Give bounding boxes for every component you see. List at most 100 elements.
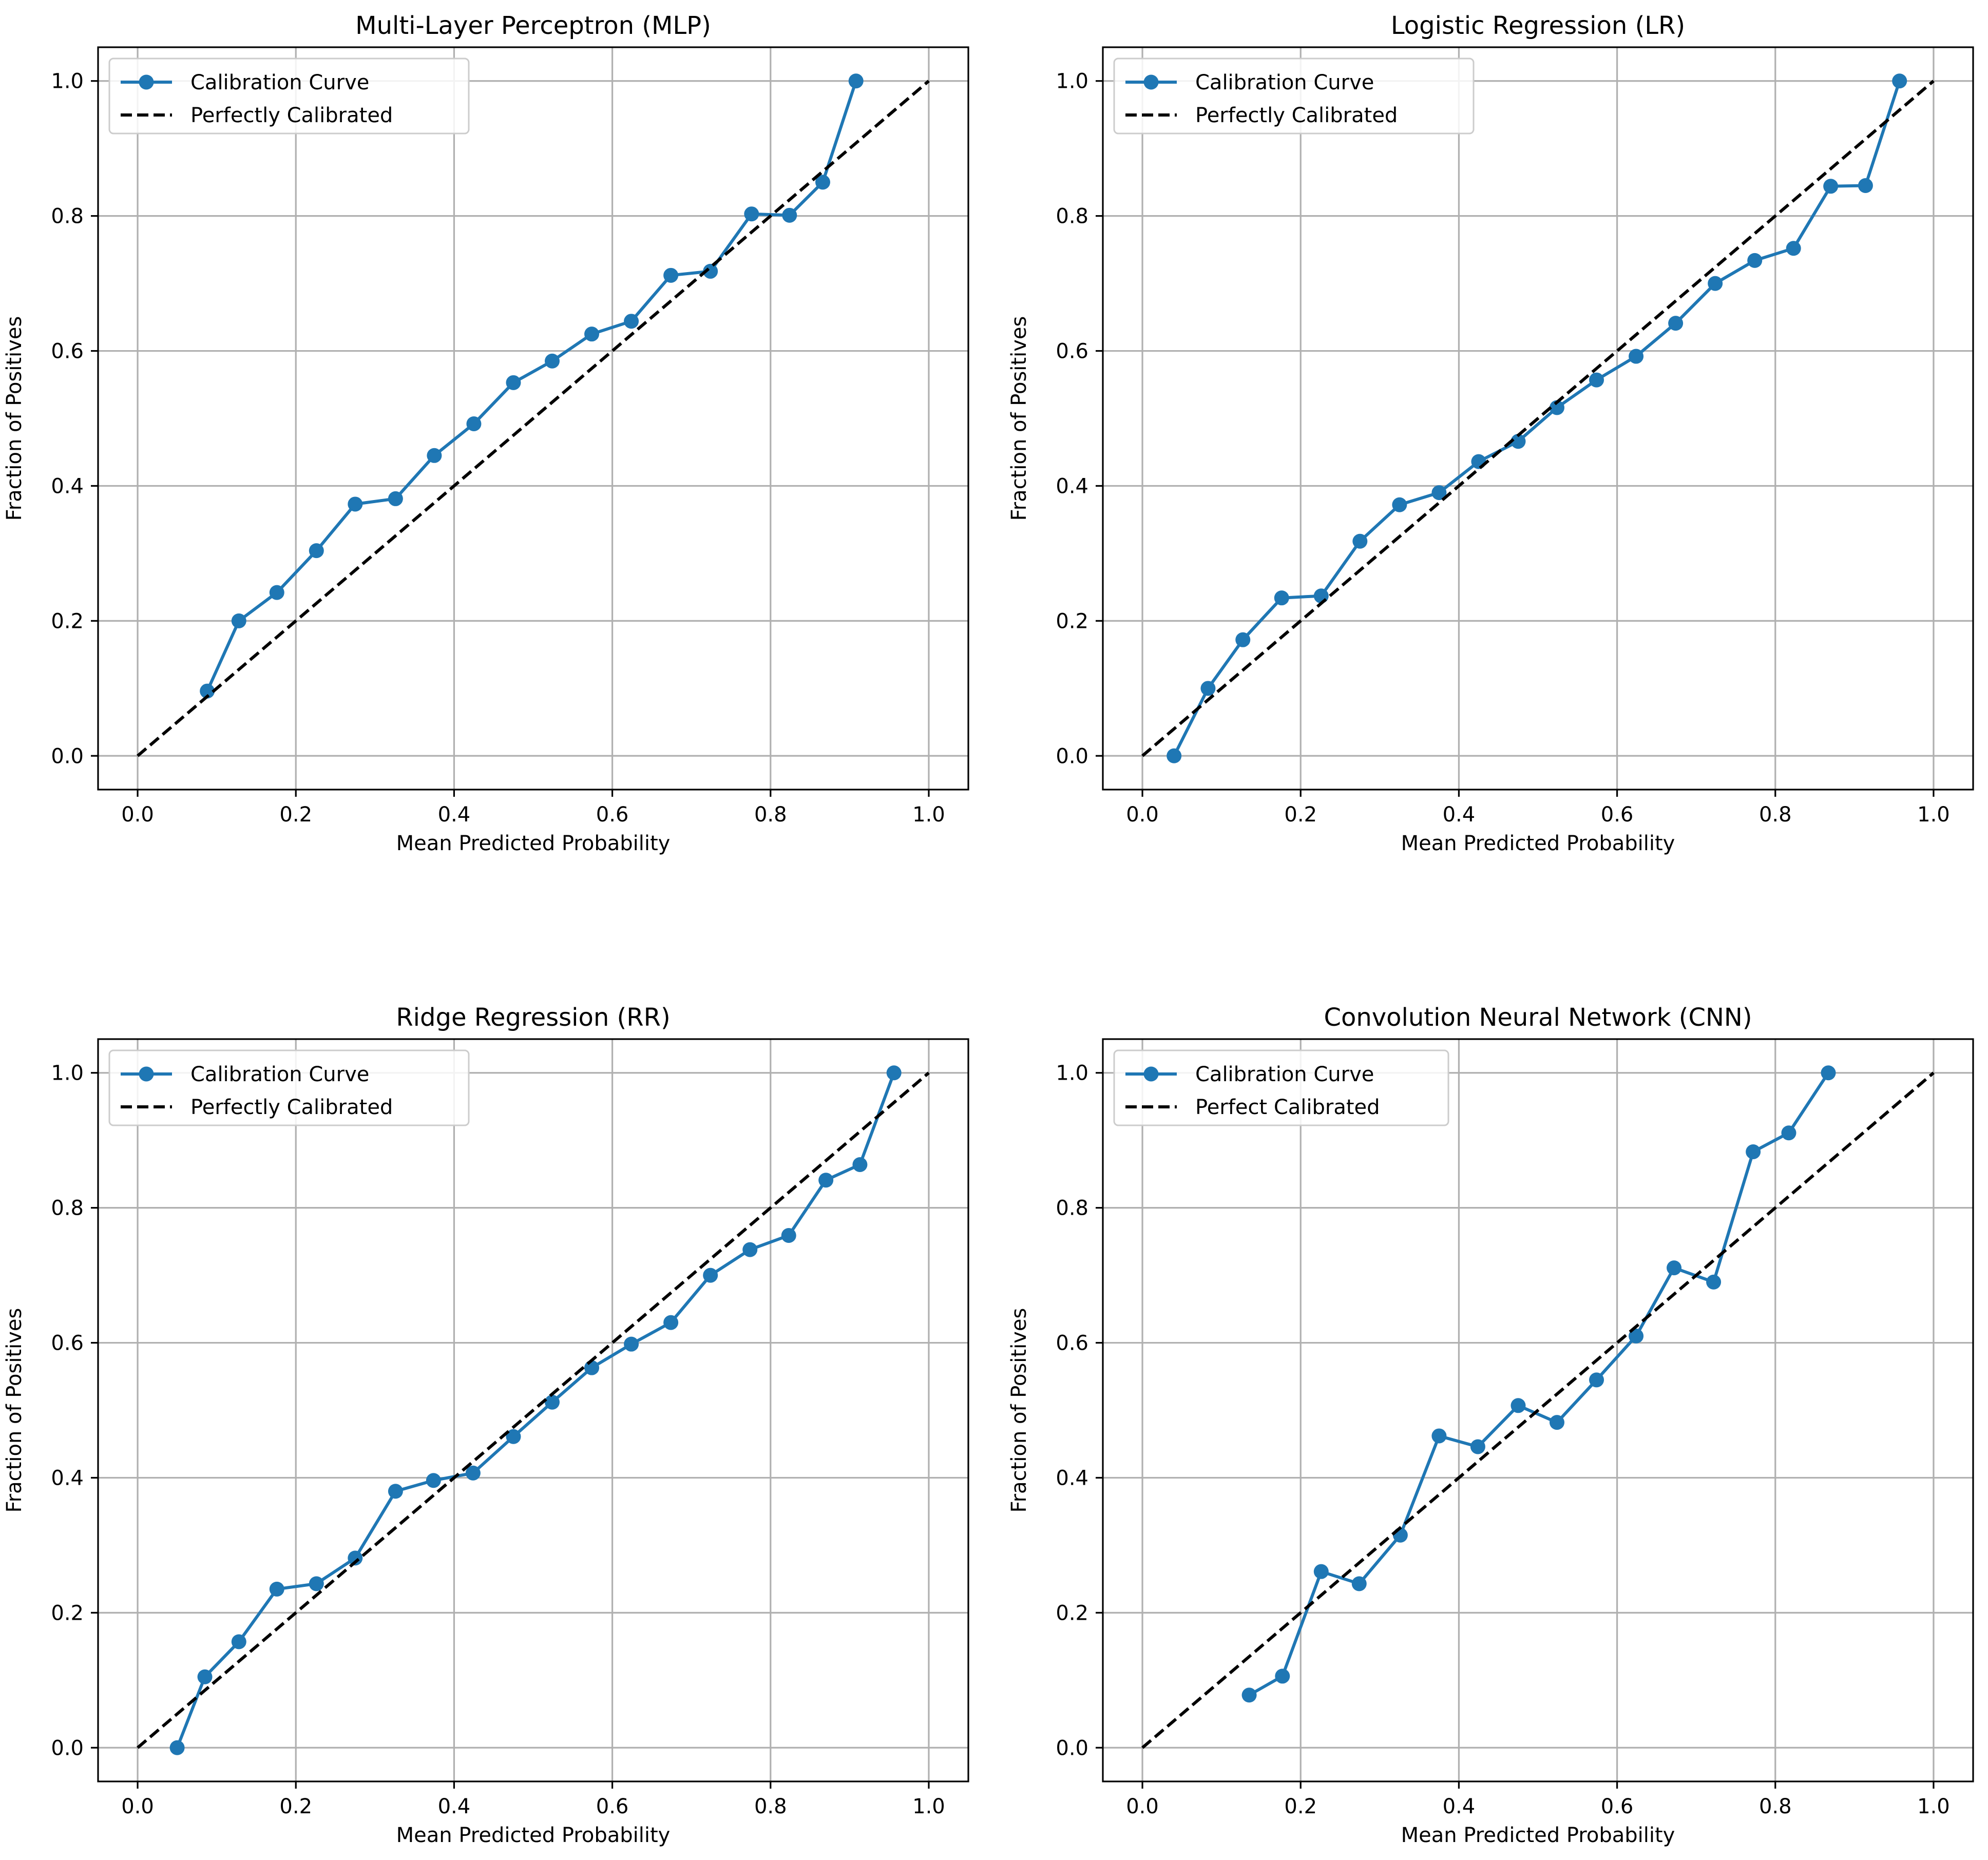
y-tick-label: 1.0 bbox=[1056, 70, 1088, 93]
calibration-point bbox=[663, 267, 679, 283]
x-axis-label: Mean Predicted Probability bbox=[1401, 1824, 1675, 1847]
calibration-point bbox=[1589, 372, 1604, 388]
chart-panel-4: 0.0 0.2 0.4 0.6 0.8 1.0 0.0 0.2 0.4 0.6 0.8 1.0 Conv… bbox=[1007, 1003, 1974, 1847]
x-axis-label: Mean Predicted Probability bbox=[396, 832, 671, 855]
perfect-calibration-line bbox=[137, 80, 930, 757]
legend-box bbox=[1113, 57, 1475, 135]
legend: Calibration Curve Perfectly Calibrated bbox=[108, 57, 470, 135]
calibration-point bbox=[1549, 1415, 1564, 1430]
legend-marker-swatch bbox=[139, 74, 154, 90]
legend: Calibration Curve Perfect Calibrated bbox=[1113, 1049, 1449, 1126]
calibration-point bbox=[1431, 1428, 1447, 1444]
calibration-point bbox=[1200, 681, 1216, 696]
legend-entry-label: Perfect Calibrated bbox=[1195, 1096, 1380, 1119]
calibration-point bbox=[1708, 276, 1723, 291]
calibration-point bbox=[1821, 1065, 1836, 1081]
x-tick-label: 0.8 bbox=[1759, 1795, 1792, 1818]
x-tick-label: 0.8 bbox=[754, 803, 787, 827]
calibration-point bbox=[427, 448, 442, 463]
calibration-point bbox=[1747, 253, 1763, 268]
chart-panel-3: 0.0 0.2 0.4 0.6 0.8 1.0 0.0 0.2 0.4 0.6 0.8 1.0 Ridg… bbox=[3, 1003, 969, 1847]
y-tick-label: 0.8 bbox=[51, 205, 84, 228]
calibration-point bbox=[1471, 454, 1486, 469]
y-tick-label: 0.0 bbox=[1056, 744, 1088, 768]
calibration-point bbox=[663, 1315, 679, 1330]
axes-frame bbox=[97, 1038, 969, 1782]
chart-title: Convolution Neural Network (CNN) bbox=[1324, 1003, 1752, 1032]
calibration-point bbox=[1629, 1328, 1644, 1344]
calibration-point bbox=[466, 416, 482, 432]
calibration-point bbox=[1235, 632, 1251, 647]
x-axis-label: Mean Predicted Probability bbox=[396, 1824, 671, 1847]
y-tick-label: 0.6 bbox=[1056, 1332, 1088, 1355]
plot-area bbox=[1141, 73, 1935, 763]
y-axis-label: Fraction of Positives bbox=[3, 316, 26, 521]
chart-title: Logistic Regression (LR) bbox=[1391, 11, 1685, 40]
calibration-point bbox=[781, 1228, 796, 1243]
calibration-point bbox=[703, 263, 718, 279]
calibration-point bbox=[1892, 73, 1907, 89]
legend-marker-swatch bbox=[1143, 1066, 1159, 1082]
calibration-point bbox=[1668, 316, 1684, 331]
calibration-point bbox=[348, 496, 363, 512]
legend-entry-label: Perfectly Calibrated bbox=[190, 1096, 393, 1119]
calibration-point bbox=[269, 1581, 284, 1597]
calibration-curve-line bbox=[1248, 1072, 1830, 1697]
legend-box bbox=[1113, 1049, 1449, 1126]
legend-entry-label: Perfectly Calibrated bbox=[190, 104, 393, 127]
x-tick-label: 0.8 bbox=[1759, 803, 1792, 827]
calibration-point bbox=[1706, 1274, 1722, 1290]
legend-entry-label: Calibration Curve bbox=[190, 1063, 369, 1086]
legend: Calibration Curve Perfectly Calibrated bbox=[108, 1049, 470, 1126]
calibration-point bbox=[1431, 485, 1447, 501]
plot-area bbox=[1141, 1065, 1935, 1749]
calibration-point bbox=[1313, 1564, 1329, 1579]
calibration-point bbox=[1313, 588, 1329, 604]
y-tick-label: 0.6 bbox=[1056, 340, 1088, 363]
x-tick-label: 0.2 bbox=[1284, 1795, 1317, 1818]
y-axis-label: Fraction of Positives bbox=[1007, 316, 1031, 521]
x-tick-label: 0.6 bbox=[1601, 1795, 1634, 1818]
x-tick-label: 1.0 bbox=[1917, 803, 1950, 827]
y-tick-label: 0.2 bbox=[1056, 1601, 1088, 1625]
x-tick-label: 1.0 bbox=[1917, 1795, 1950, 1818]
calibration-point bbox=[852, 1157, 868, 1173]
y-tick-label: 0.8 bbox=[1056, 1197, 1088, 1220]
y-tick-label: 1.0 bbox=[51, 70, 84, 93]
calibration-point bbox=[886, 1065, 902, 1081]
y-tick-label: 0.6 bbox=[51, 340, 84, 363]
y-tick-label: 1.0 bbox=[51, 1062, 84, 1085]
y-tick-label: 0.2 bbox=[1056, 609, 1088, 633]
legend-box bbox=[108, 57, 470, 135]
chart-panel-1: 0.0 0.2 0.4 0.6 0.8 1.0 0.0 0.2 0.4 0.6 0.8 1.0 Mult… bbox=[3, 11, 969, 855]
x-tick-label: 0.6 bbox=[596, 1795, 629, 1818]
y-tick-label: 0.4 bbox=[1056, 474, 1088, 498]
x-tick-label: 0.4 bbox=[438, 1795, 471, 1818]
y-tick-label: 0.0 bbox=[51, 744, 84, 768]
y-tick-label: 0.6 bbox=[51, 1332, 84, 1355]
calibration-point bbox=[388, 1484, 403, 1499]
calibration-point bbox=[348, 1550, 363, 1566]
chart-panel-2: 0.0 0.2 0.4 0.6 0.8 1.0 0.0 0.2 0.4 0.6 0.8 1.0 Logi… bbox=[1007, 11, 1974, 855]
y-tick-label: 0.4 bbox=[51, 1466, 84, 1490]
calibration-point bbox=[506, 375, 521, 390]
x-tick-label: 0.6 bbox=[596, 803, 629, 827]
calibration-point bbox=[1392, 497, 1407, 512]
y-tick-label: 0.0 bbox=[1056, 1736, 1088, 1760]
calibration-point bbox=[309, 1576, 324, 1591]
x-tick-label: 0.6 bbox=[1601, 803, 1634, 827]
calibration-point bbox=[465, 1465, 481, 1481]
calibration-point bbox=[1786, 241, 1801, 256]
calibration-point bbox=[1629, 349, 1644, 364]
calibration-point bbox=[703, 1268, 718, 1283]
legend: Calibration Curve Perfectly Calibrated bbox=[1113, 57, 1475, 135]
calibration-point bbox=[1589, 1372, 1604, 1388]
calibration-point bbox=[624, 1336, 639, 1352]
calibration-point bbox=[200, 683, 215, 699]
calibration-point bbox=[1167, 748, 1182, 763]
calibration-point bbox=[1241, 1688, 1257, 1703]
x-axis-label: Mean Predicted Probability bbox=[1401, 832, 1675, 855]
y-tick-label: 0.8 bbox=[51, 1197, 84, 1220]
calibration-point bbox=[544, 353, 560, 369]
